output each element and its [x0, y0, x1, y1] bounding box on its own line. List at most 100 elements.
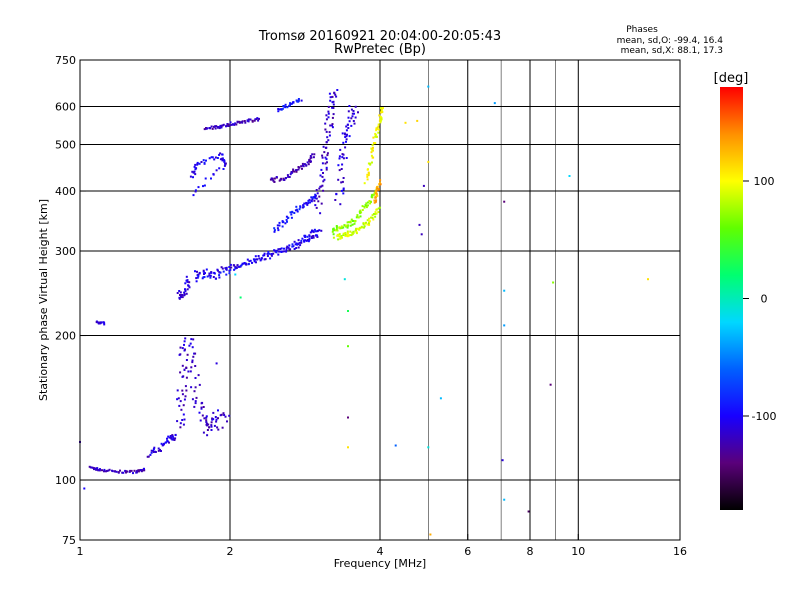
- data-point: [342, 187, 345, 190]
- data-point: [179, 426, 182, 429]
- data-point: [326, 161, 328, 164]
- data-point: [157, 447, 160, 450]
- data-point: [229, 121, 232, 124]
- data-point: [376, 185, 379, 188]
- data-point: [273, 249, 276, 252]
- data-point: [160, 450, 162, 452]
- data-point: [351, 112, 354, 115]
- data-point: [273, 180, 276, 183]
- data-point: [353, 112, 355, 115]
- data-point: [198, 271, 201, 274]
- data-point: [260, 257, 263, 260]
- colorbar-ticks: 100 0 -100: [743, 175, 776, 423]
- data-point: [503, 200, 506, 203]
- data-point: [279, 248, 282, 250]
- data-point: [186, 353, 189, 356]
- data-point: [347, 234, 350, 237]
- data-point: [375, 195, 378, 198]
- data-point: [98, 469, 101, 472]
- data-point: [301, 237, 304, 240]
- data-point: [192, 338, 195, 341]
- data-point: [568, 175, 571, 177]
- data-point: [96, 321, 99, 324]
- data-point: [103, 470, 105, 473]
- data-point: [221, 426, 224, 429]
- data-point: [217, 269, 219, 272]
- data-point: [202, 406, 205, 408]
- x-axis-ticks: 1 2 4 6 8 10 16: [77, 534, 687, 558]
- data-point: [331, 123, 334, 126]
- data-point: [212, 411, 215, 414]
- data-point: [319, 212, 322, 215]
- data-point: [307, 202, 310, 205]
- data-point: [305, 202, 308, 205]
- data-point: [297, 239, 300, 242]
- data-point: [126, 470, 129, 473]
- data-point: [351, 233, 354, 236]
- data-point: [301, 206, 304, 209]
- data-point: [210, 424, 213, 427]
- data-point: [282, 177, 285, 180]
- data-point: [303, 163, 306, 166]
- data-point: [340, 181, 343, 184]
- data-point: [168, 436, 171, 439]
- data-point: [340, 189, 343, 192]
- data-point: [302, 204, 305, 207]
- data-point: [331, 116, 334, 119]
- data-point: [293, 240, 296, 243]
- data-point: [298, 241, 301, 244]
- data-point: [224, 162, 227, 165]
- data-point: [287, 175, 290, 178]
- data-point: [285, 248, 288, 251]
- data-point: [277, 229, 280, 232]
- data-point: [194, 173, 197, 176]
- data-point: [326, 154, 329, 157]
- x-tick-label: 16: [673, 545, 687, 558]
- data-point: [301, 167, 303, 170]
- data-point: [203, 184, 206, 187]
- data-point: [327, 139, 330, 142]
- data-point: [135, 471, 138, 474]
- data-point: [226, 420, 228, 423]
- data-point: [189, 342, 192, 345]
- data-point: [333, 91, 336, 94]
- data-point: [179, 422, 182, 425]
- data-point: [180, 408, 183, 411]
- data-point: [263, 254, 266, 257]
- data-point: [323, 151, 326, 154]
- data-point: [179, 400, 182, 403]
- data-point: [216, 157, 219, 159]
- data-point: [318, 229, 321, 232]
- data-point: [154, 451, 157, 453]
- data-point: [251, 261, 253, 264]
- data-point: [295, 205, 298, 208]
- data-point: [263, 258, 266, 261]
- data-point: [341, 153, 344, 156]
- data-point: [180, 295, 183, 298]
- data-point: [276, 224, 279, 227]
- data-point: [285, 215, 288, 218]
- data-point: [370, 154, 373, 157]
- data-point: [325, 166, 328, 169]
- data-point: [378, 114, 381, 117]
- data-point: [312, 196, 315, 199]
- data-point: [360, 211, 363, 214]
- data-point: [114, 470, 116, 473]
- data-point: [315, 206, 318, 209]
- data-point: [332, 107, 335, 109]
- data-point: [356, 214, 359, 217]
- data-point: [167, 435, 170, 438]
- data-point: [103, 323, 106, 326]
- data-point: [377, 125, 380, 128]
- data-point: [310, 199, 313, 202]
- data-point: [191, 346, 194, 349]
- data-point: [318, 187, 321, 190]
- data-point: [188, 281, 191, 284]
- data-point: [342, 234, 345, 236]
- data-point: [285, 246, 288, 249]
- data-point: [366, 223, 369, 226]
- data-point: [327, 110, 330, 113]
- data-point: [379, 121, 382, 124]
- data-point: [238, 121, 241, 124]
- data-point: [346, 123, 349, 126]
